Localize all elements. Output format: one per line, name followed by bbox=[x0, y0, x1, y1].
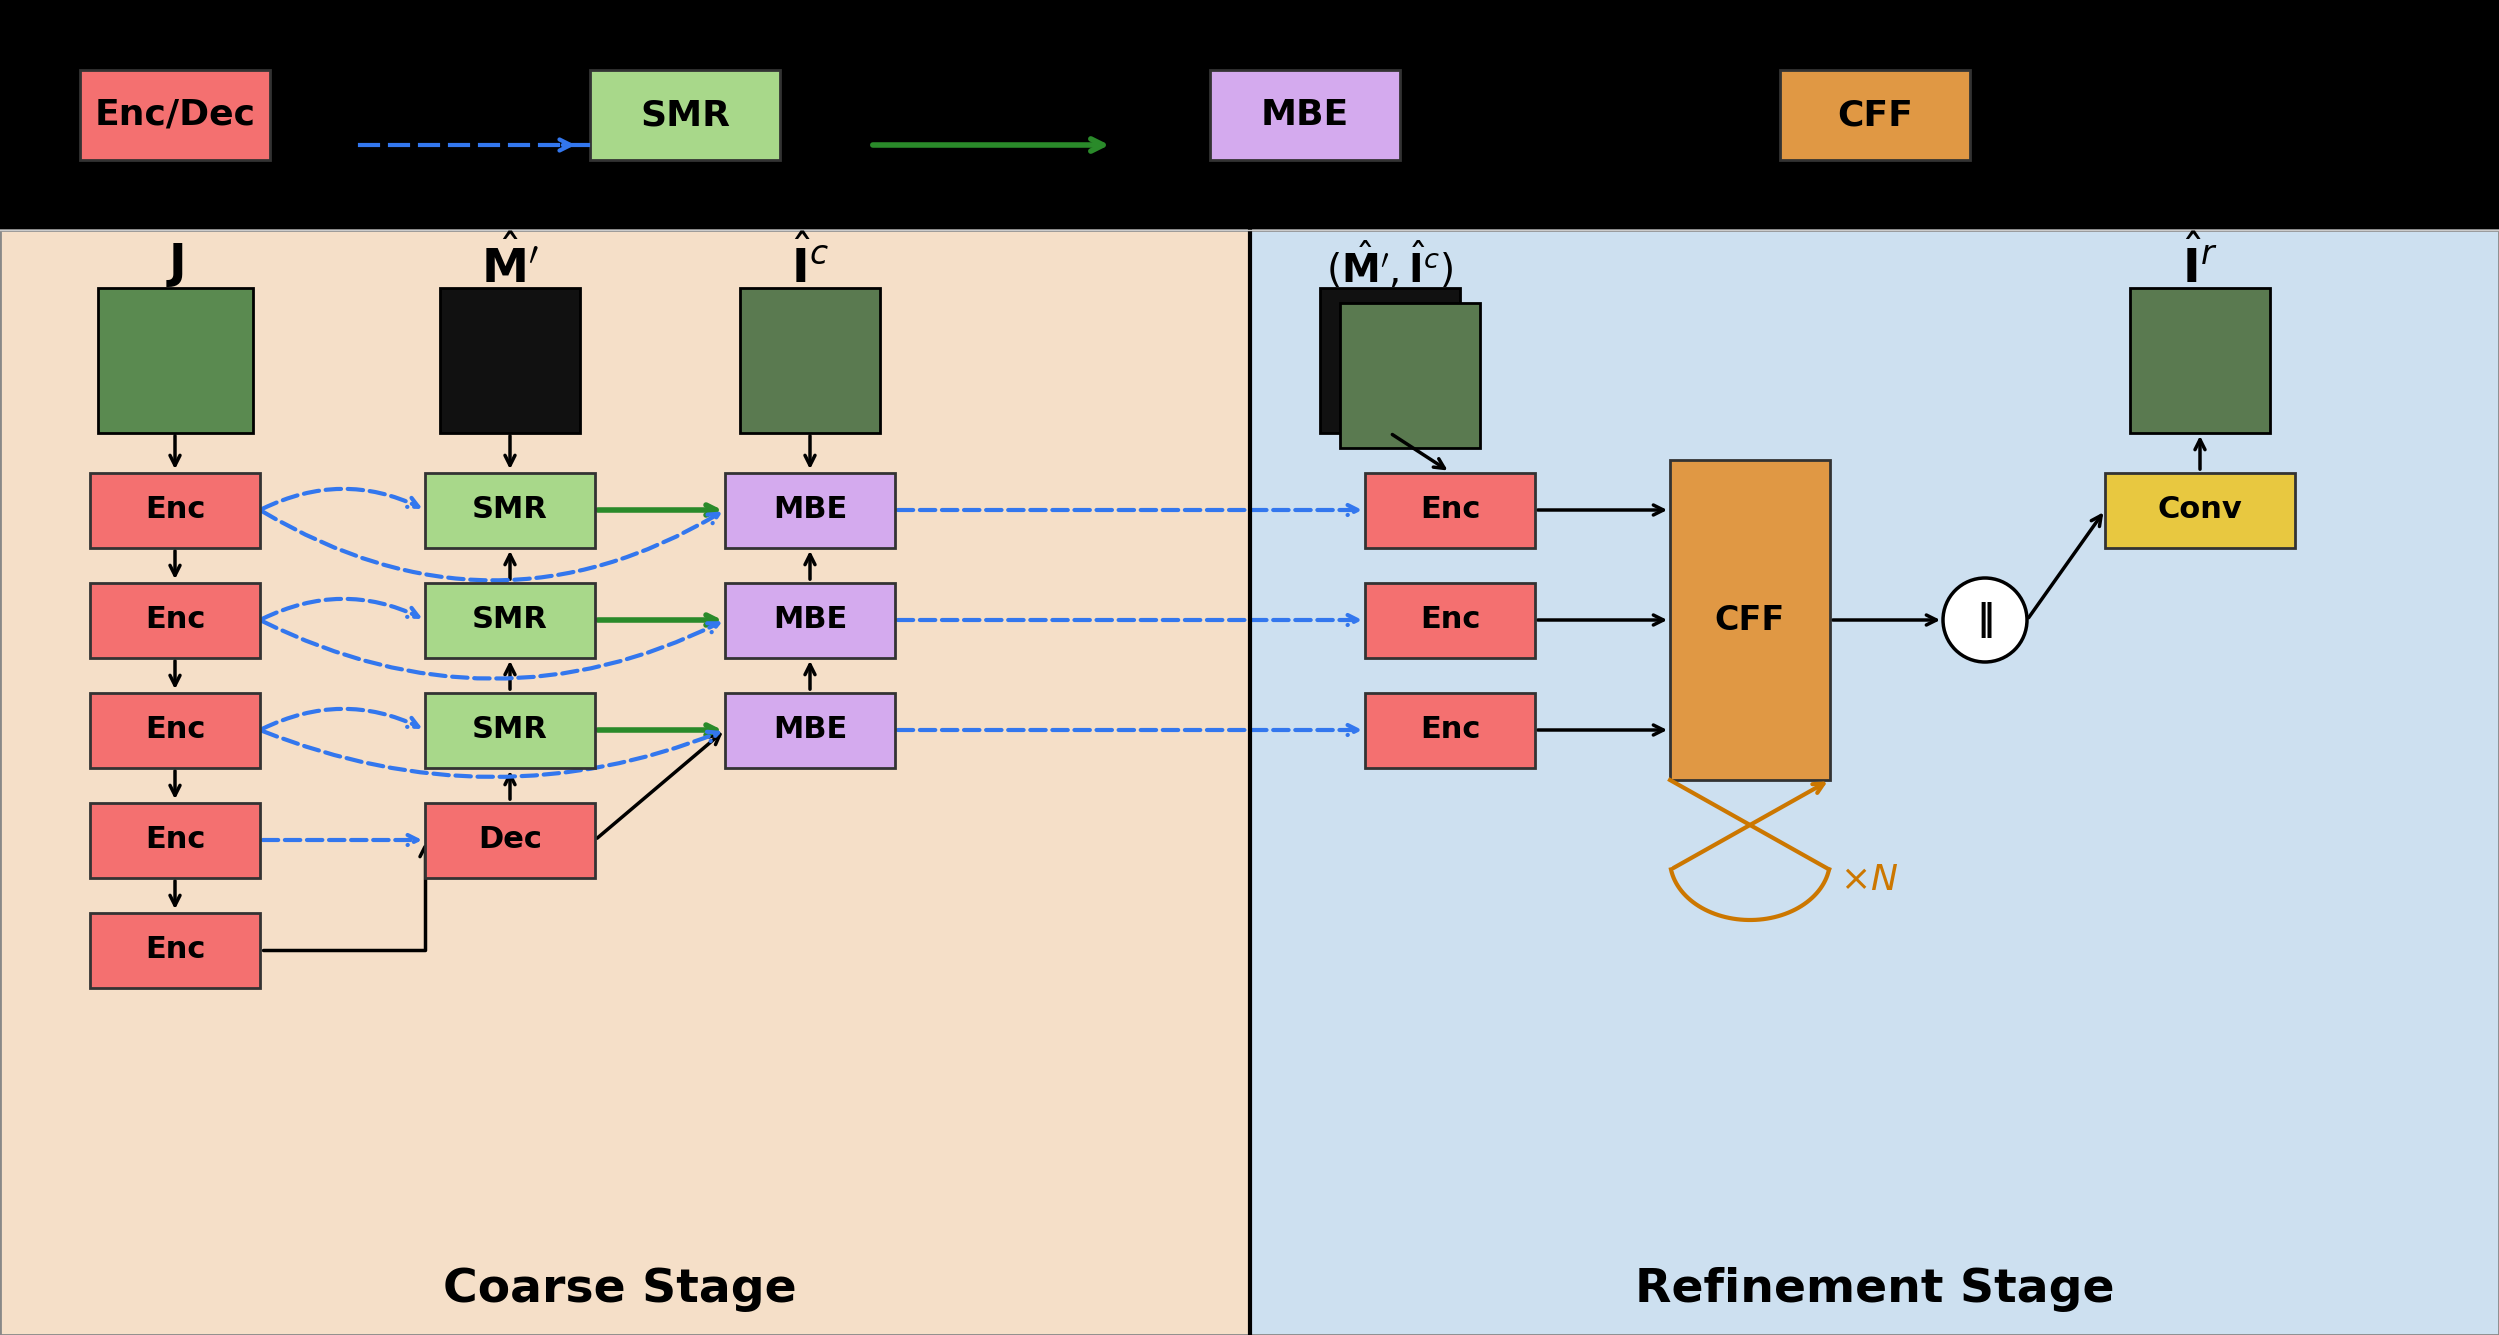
FancyBboxPatch shape bbox=[1364, 473, 1534, 547]
Text: Enc: Enc bbox=[145, 495, 205, 525]
FancyBboxPatch shape bbox=[425, 473, 595, 547]
FancyBboxPatch shape bbox=[425, 693, 595, 768]
Bar bbox=[1339, 303, 1479, 447]
Text: MBE: MBE bbox=[1262, 97, 1349, 132]
Text: SMR: SMR bbox=[640, 97, 730, 132]
FancyBboxPatch shape bbox=[1210, 69, 1399, 160]
Text: Refinement Stage: Refinement Stage bbox=[1634, 1267, 2114, 1312]
Text: Enc/Dec: Enc/Dec bbox=[95, 97, 255, 132]
Text: Enc: Enc bbox=[145, 716, 205, 745]
FancyBboxPatch shape bbox=[590, 69, 780, 160]
FancyBboxPatch shape bbox=[425, 582, 595, 658]
Text: Enc: Enc bbox=[1419, 716, 1479, 745]
Bar bbox=[440, 287, 580, 433]
FancyBboxPatch shape bbox=[80, 69, 270, 160]
FancyBboxPatch shape bbox=[425, 802, 595, 877]
Text: MBE: MBE bbox=[772, 716, 847, 745]
FancyBboxPatch shape bbox=[90, 582, 260, 658]
Text: CFF: CFF bbox=[1714, 603, 1784, 637]
Bar bbox=[2129, 287, 2269, 433]
Text: Enc: Enc bbox=[145, 936, 205, 964]
FancyBboxPatch shape bbox=[2104, 473, 2294, 547]
Text: Enc: Enc bbox=[145, 825, 205, 854]
FancyBboxPatch shape bbox=[1364, 582, 1534, 658]
Bar bbox=[0, 230, 1250, 1335]
FancyBboxPatch shape bbox=[90, 473, 260, 547]
Text: Enc: Enc bbox=[1419, 606, 1479, 634]
Bar bbox=[740, 287, 880, 433]
Text: $\mathbf{J}$: $\mathbf{J}$ bbox=[165, 242, 185, 288]
FancyBboxPatch shape bbox=[90, 693, 260, 768]
Text: Coarse Stage: Coarse Stage bbox=[442, 1267, 797, 1312]
FancyBboxPatch shape bbox=[1669, 461, 1829, 780]
FancyBboxPatch shape bbox=[725, 693, 895, 768]
Text: $\hat{\mathbf{M}}^{\prime}$: $\hat{\mathbf{M}}^{\prime}$ bbox=[480, 238, 540, 292]
Text: Enc: Enc bbox=[145, 606, 205, 634]
Text: $\times N$: $\times N$ bbox=[1839, 862, 1899, 897]
Text: SMR: SMR bbox=[472, 716, 547, 745]
Bar bbox=[1250, 230, 2499, 1335]
FancyBboxPatch shape bbox=[90, 913, 260, 988]
Text: ‖: ‖ bbox=[1977, 602, 1994, 638]
FancyBboxPatch shape bbox=[90, 802, 260, 877]
Text: SMR: SMR bbox=[472, 495, 547, 525]
Bar bbox=[97, 287, 252, 433]
Circle shape bbox=[1944, 578, 2027, 662]
Text: Conv: Conv bbox=[2157, 495, 2242, 525]
Text: CFF: CFF bbox=[1837, 97, 1912, 132]
Text: MBE: MBE bbox=[772, 606, 847, 634]
FancyBboxPatch shape bbox=[725, 582, 895, 658]
FancyBboxPatch shape bbox=[725, 473, 895, 547]
Text: SMR: SMR bbox=[472, 606, 547, 634]
Text: $\hat{\mathbf{I}}^{c}$: $\hat{\mathbf{I}}^{c}$ bbox=[792, 238, 830, 292]
Text: Enc: Enc bbox=[1419, 495, 1479, 525]
FancyBboxPatch shape bbox=[1779, 69, 1969, 160]
Text: Dec: Dec bbox=[477, 825, 542, 854]
FancyBboxPatch shape bbox=[1364, 693, 1534, 768]
Text: $\hat{\mathbf{I}}^{r}$: $\hat{\mathbf{I}}^{r}$ bbox=[2182, 238, 2217, 292]
Text: MBE: MBE bbox=[772, 495, 847, 525]
Bar bbox=[1319, 287, 1459, 433]
Text: $(\hat{\mathbf{M}}^{\prime},\hat{\mathbf{I}}^{c})$: $(\hat{\mathbf{M}}^{\prime},\hat{\mathbf… bbox=[1327, 239, 1454, 291]
